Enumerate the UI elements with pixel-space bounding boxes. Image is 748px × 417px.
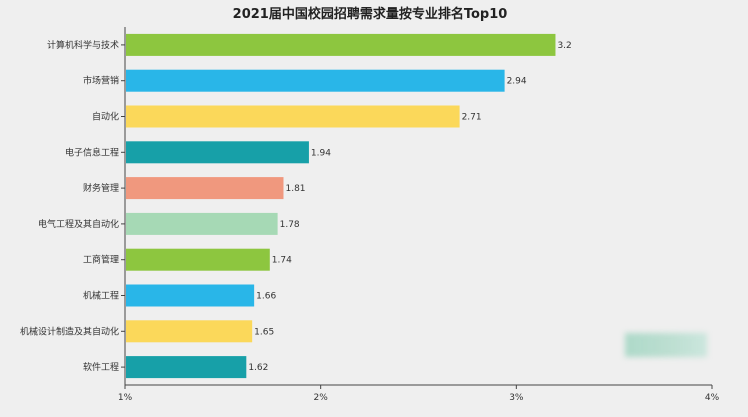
category-label-0: 计算机科学与技术 [47, 39, 119, 51]
bar-5 [126, 212, 278, 235]
value-label-3: 1.94 [311, 148, 331, 158]
value-label-1: 2.94 [507, 77, 527, 87]
bar-6 [126, 248, 270, 271]
value-label-4: 1.81 [285, 184, 305, 194]
category-label-8: 机械设计制造及其自动化 [20, 325, 119, 337]
value-label-9: 1.62 [248, 363, 268, 373]
chart-title: 2021届中国校园招聘需求量按专业排名Top10 [233, 6, 508, 22]
bar-9 [126, 356, 247, 379]
value-label-0: 3.2 [557, 41, 571, 51]
category-label-7: 机械工程 [83, 290, 119, 302]
bars-group: 3.2 2.94 2.71 1.94 1.81 1.78 1.74 1.66 1.65 1.62 [126, 33, 572, 379]
category-label-2: 自动化 [92, 111, 119, 123]
value-label-2: 2.71 [462, 113, 482, 123]
bar-3 [126, 141, 309, 164]
value-label-7: 1.66 [256, 292, 276, 302]
x-tick-label-3: 4% [705, 393, 720, 403]
category-label-1: 市场营销 [83, 75, 119, 87]
axes-group: 计算机科学与技术市场营销自动化电子信息工程财务管理电气工程及其自动化工商管理机械… [20, 27, 720, 403]
bar-7 [126, 284, 255, 307]
category-label-5: 电气工程及其自动化 [38, 218, 119, 230]
value-label-8: 1.65 [254, 327, 274, 337]
bar-2 [126, 105, 460, 128]
value-label-6: 1.74 [272, 256, 292, 266]
category-label-9: 软件工程 [83, 361, 119, 373]
x-tick-label-1: 2% [314, 393, 329, 403]
category-label-4: 财务管理 [83, 182, 119, 194]
watermark-blur [625, 333, 707, 357]
x-tick-label-0: 1% [118, 393, 133, 403]
bar-1 [126, 69, 505, 92]
bar-4 [126, 177, 284, 200]
category-label-6: 工商管理 [83, 254, 119, 266]
x-tick-label-2: 3% [509, 393, 524, 403]
value-label-5: 1.78 [280, 220, 300, 230]
category-label-3: 电子信息工程 [65, 146, 119, 158]
bar-8 [126, 320, 253, 343]
bar-0 [126, 33, 556, 56]
